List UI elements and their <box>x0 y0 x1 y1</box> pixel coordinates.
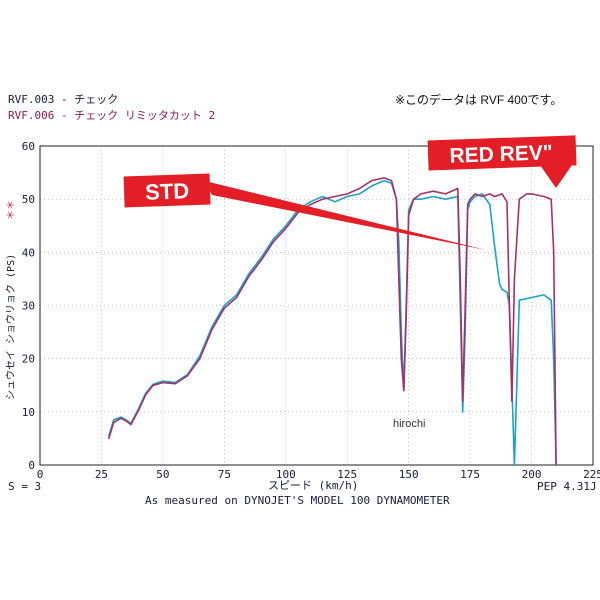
y-tick-label: 30 <box>22 300 35 313</box>
x-tick-label: 150 <box>399 468 419 481</box>
redrev-pointer <box>540 165 572 188</box>
footer-left: S = 3 <box>8 480 41 493</box>
legend-rvf006: RVF.006 - チェック リミッタカット 2 <box>8 109 215 122</box>
x-tick-label: 125 <box>337 468 357 481</box>
y-tick-label: 20 <box>22 353 35 366</box>
x-tick-label: 225 <box>583 468 600 481</box>
y-axis-marks: ＊＊ <box>6 200 17 220</box>
y-axis-label: シュウセイ ショウリョク (PS) <box>5 254 17 400</box>
x-tick-label: 50 <box>156 468 169 481</box>
y-tick-label: 60 <box>22 140 35 153</box>
y-tick-labels: 0 10 20 30 40 50 60 <box>22 140 35 472</box>
series-group <box>108 177 557 466</box>
plot-frame <box>39 145 594 466</box>
redrev-callout: RED REV" <box>427 135 577 171</box>
y-tick-label: 50 <box>22 193 35 206</box>
std-label: STD <box>145 178 190 205</box>
y-tick-label: 40 <box>22 246 35 259</box>
std-pointer <box>205 181 486 250</box>
x-axis-label: スピード (km/h) <box>268 479 358 492</box>
redrev-label: RED REV" <box>449 141 553 168</box>
series-line-rvf003 <box>108 179 557 466</box>
x-tick-label: 175 <box>460 468 480 481</box>
footer-right: PEP 4.31J <box>537 480 597 493</box>
x-tick-label: 100 <box>276 468 296 481</box>
x-tick-label: 200 <box>522 468 542 481</box>
watermark: hirochi <box>393 418 425 430</box>
legend-rvf003: RVF.003 - チェック <box>8 93 118 106</box>
data-note: ※このデータは RVF 400です。 <box>395 92 562 107</box>
x-tick-labels: 0 25 50 75 100 125 150 175 200 225 <box>37 468 600 481</box>
x-tick-label: 75 <box>218 468 231 481</box>
x-tick-label: 0 <box>37 468 44 481</box>
footer-center: As measured on DYNOJET'S MODEL 100 DYNAM… <box>145 494 450 507</box>
std-callout: STD <box>123 173 211 208</box>
y-tick-label: 10 <box>22 406 35 419</box>
x-tick-label: 25 <box>95 468 108 481</box>
series-line-rvf006 <box>108 177 557 466</box>
y-tick-label: 0 <box>28 459 35 472</box>
